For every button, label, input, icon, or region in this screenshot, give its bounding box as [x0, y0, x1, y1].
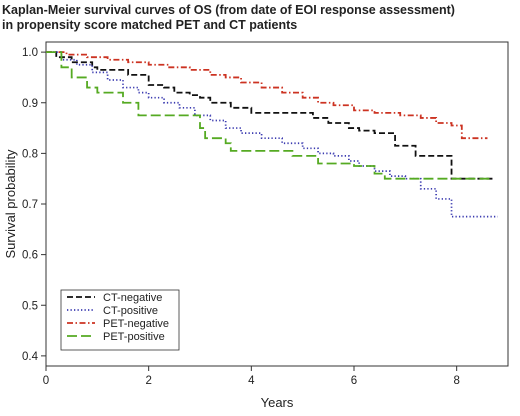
- legend-label: CT-negative: [103, 292, 162, 304]
- x-tick-label: 8: [453, 375, 459, 387]
- x-tick-label: 2: [145, 375, 151, 387]
- y-tick-label: 0.9: [22, 98, 38, 110]
- series-line-pet-negative: [46, 51, 488, 140]
- legend-label: CT-positive: [103, 305, 158, 317]
- series-line-ct-negative: [46, 51, 493, 180]
- legend-items: CT-negativeCT-positivePET-negativePET-po…: [67, 292, 169, 343]
- legend-box: [60, 289, 180, 351]
- axis-ticks: 0 2 4 6 8 0.4 0.5 0.6 0.7 0.8 0.9 1.0: [22, 47, 460, 387]
- x-tick-label: 0: [43, 375, 49, 387]
- y-tick-label: 0.7: [22, 199, 38, 211]
- series-line-pet-positive: [46, 51, 493, 180]
- y-tick-label: 0.8: [22, 148, 38, 160]
- x-axis-label: Years: [261, 395, 294, 410]
- chart-legend: CT-negativeCT-positivePET-negativePET-po…: [60, 289, 180, 351]
- legend-label: PET-negative: [103, 318, 169, 330]
- y-axis-label: Survival probability: [3, 149, 18, 259]
- y-tick-label: 1.0: [22, 47, 38, 59]
- series-lines: [46, 51, 498, 218]
- y-tick-label: 0.4: [22, 351, 39, 363]
- x-tick-label: 6: [351, 375, 357, 387]
- legend-label: PET-positive: [103, 331, 165, 343]
- chart-title-line-2: in propensity score matched PET and CT p…: [2, 18, 297, 32]
- series-line-ct-positive: [46, 51, 498, 218]
- chart-title-line-1: Kaplan-Meier survival curves of OS (from…: [2, 3, 455, 17]
- y-tick-label: 0.5: [22, 300, 38, 312]
- y-tick-label: 0.6: [22, 250, 38, 262]
- x-tick-label: 4: [248, 375, 255, 387]
